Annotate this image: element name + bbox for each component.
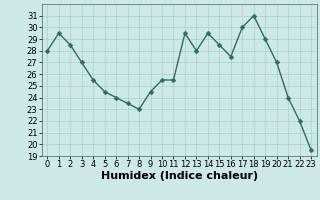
X-axis label: Humidex (Indice chaleur): Humidex (Indice chaleur) (100, 171, 258, 181)
